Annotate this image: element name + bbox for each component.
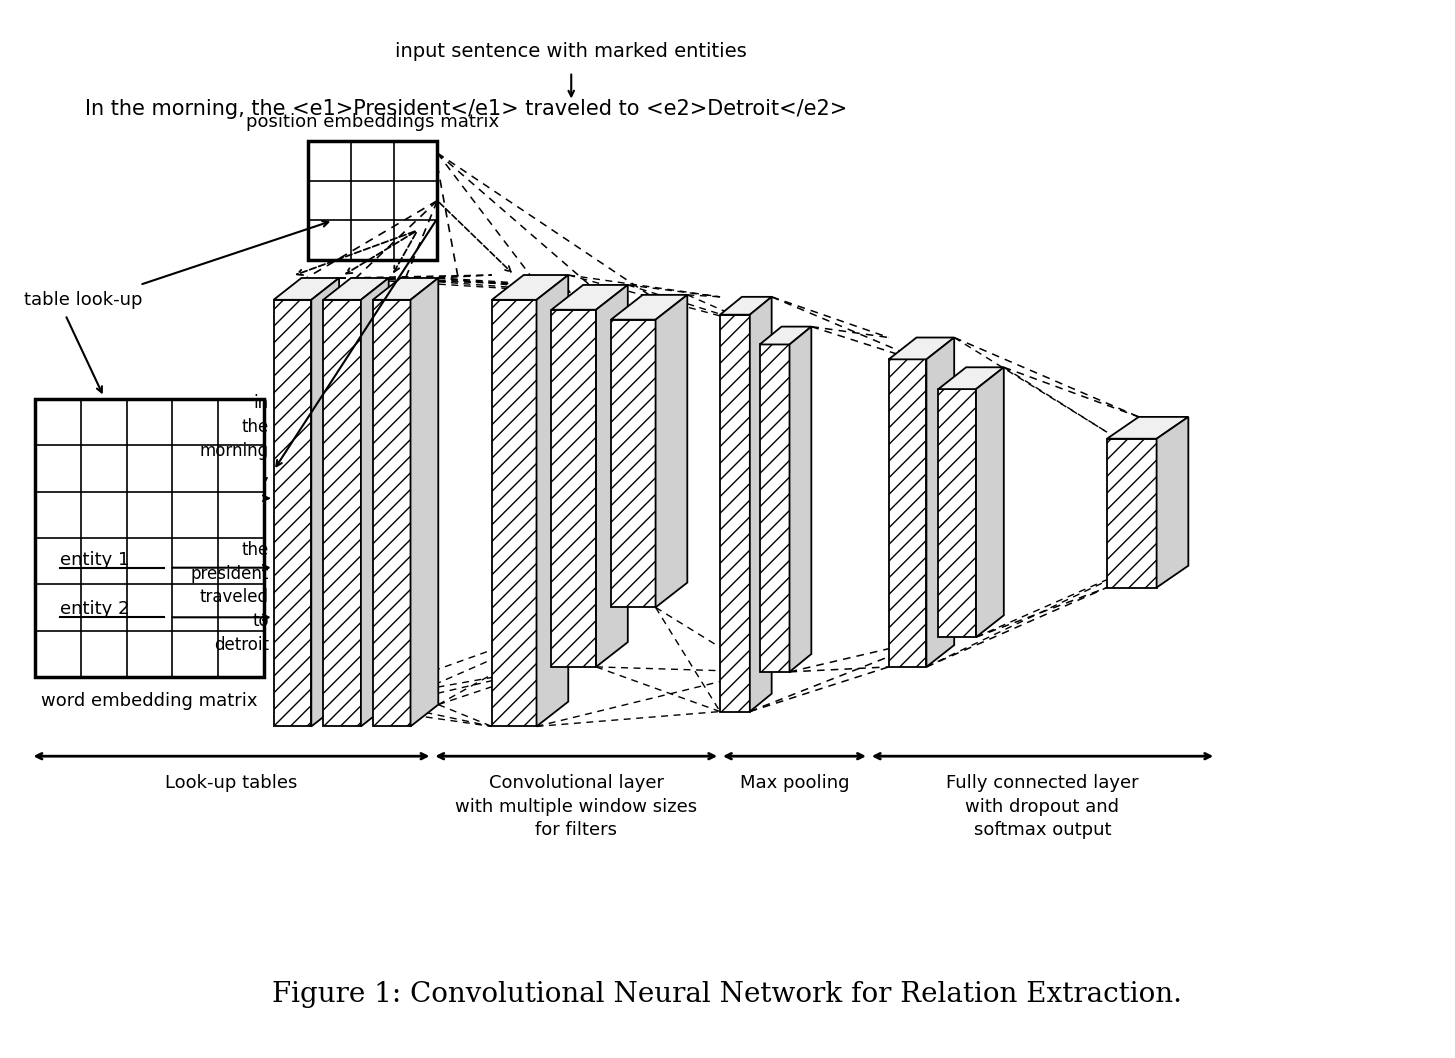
Polygon shape (551, 285, 627, 310)
Polygon shape (372, 278, 438, 299)
Polygon shape (749, 297, 771, 712)
Text: In the morning, the <e1>President</e1> traveled to <e2>Detroit</e2>: In the morning, the <e1>President</e1> t… (84, 99, 847, 120)
Text: input sentence with marked entities: input sentence with marked entities (396, 42, 746, 61)
Polygon shape (492, 275, 569, 299)
Text: entity 2: entity 2 (60, 600, 129, 618)
Polygon shape (611, 320, 656, 607)
Polygon shape (1107, 439, 1157, 587)
Polygon shape (311, 278, 339, 727)
Text: entity 1: entity 1 (60, 551, 129, 569)
Polygon shape (323, 299, 361, 727)
Polygon shape (889, 360, 927, 667)
Text: position embeddings matrix: position embeddings matrix (246, 113, 499, 131)
Polygon shape (410, 278, 438, 727)
Polygon shape (597, 285, 627, 667)
Polygon shape (927, 338, 954, 667)
Text: the
president
traveled
to
detroit: the president traveled to detroit (191, 542, 269, 654)
Polygon shape (372, 299, 410, 727)
Polygon shape (889, 338, 954, 360)
Polygon shape (611, 295, 687, 320)
Polygon shape (1157, 417, 1189, 587)
Polygon shape (274, 299, 311, 727)
Text: table look-up: table look-up (23, 291, 143, 309)
Text: Figure 1: Convolutional Neural Network for Relation Extraction.: Figure 1: Convolutional Neural Network f… (272, 981, 1181, 1008)
Polygon shape (976, 367, 1004, 637)
Text: Look-up tables: Look-up tables (166, 774, 298, 792)
Text: word embedding matrix: word embedding matrix (41, 692, 258, 710)
Polygon shape (1107, 417, 1189, 439)
Polygon shape (760, 327, 812, 345)
Polygon shape (537, 275, 569, 727)
Polygon shape (551, 310, 597, 667)
Polygon shape (492, 299, 537, 727)
Bar (308, 141, 438, 260)
Text: Max pooling: Max pooling (739, 774, 850, 792)
Text: in
the
morning
,: in the morning , (199, 395, 269, 484)
Polygon shape (323, 278, 388, 299)
Text: Fully connected layer
with dropout and
softmax output: Fully connected layer with dropout and s… (946, 774, 1139, 839)
Polygon shape (720, 297, 771, 314)
Polygon shape (656, 295, 687, 607)
Polygon shape (938, 367, 1004, 389)
Polygon shape (274, 278, 339, 299)
Polygon shape (720, 314, 749, 712)
Text: Convolutional layer
with multiple window sizes
for filters: Convolutional layer with multiple window… (455, 774, 697, 839)
Polygon shape (361, 278, 388, 727)
Polygon shape (790, 327, 812, 672)
Polygon shape (938, 389, 976, 637)
Polygon shape (760, 345, 790, 672)
Bar (35, 399, 263, 677)
